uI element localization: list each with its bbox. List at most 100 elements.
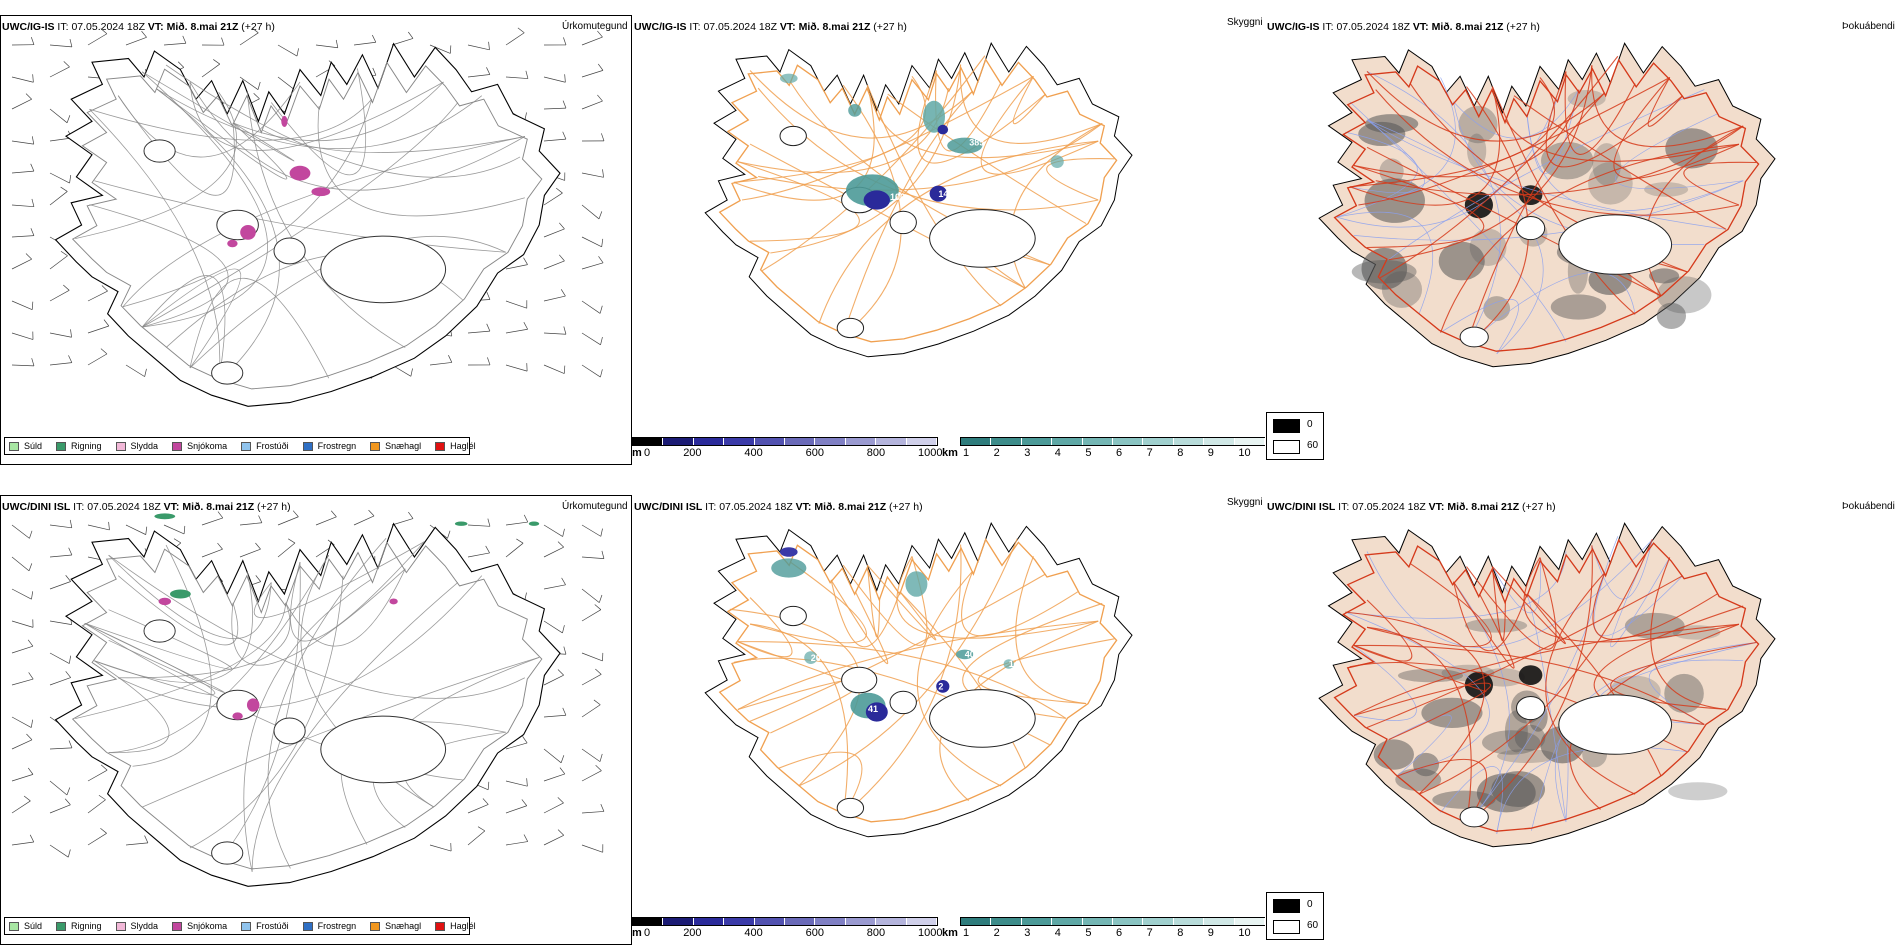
road-line (108, 554, 526, 699)
row0-precip-legend: Súld Rigning Slydda Snjókoma Frostúði Frostre… (4, 437, 476, 455)
road-line (1353, 645, 1417, 721)
legend-swatch (172, 921, 183, 931)
glacier-outline (836, 317, 865, 339)
road-line (1366, 626, 1472, 825)
road-network (1333, 538, 1760, 832)
wind-barb-flag (555, 187, 563, 194)
wind-barb (543, 138, 566, 142)
legend-label: Súld (24, 441, 43, 451)
wind-barb (201, 548, 223, 558)
road-line (959, 64, 1103, 144)
road-network (1333, 55, 1760, 352)
road-line (818, 140, 1099, 324)
wind-barb-flag (213, 59, 221, 65)
wind-barb-flag (488, 41, 490, 50)
fog-shade-patch (1413, 752, 1440, 777)
wind-barb (49, 554, 72, 558)
fog-shade-patch (1541, 141, 1594, 180)
row0-precip-name: Úrkomutegund (562, 21, 628, 32)
wind-barb (581, 556, 604, 559)
wind-barb (239, 522, 262, 526)
wind-barb-flag (594, 604, 602, 610)
fog-legend-swatch (1273, 899, 1300, 913)
colorbar-segment (991, 918, 1022, 925)
road-line (1353, 89, 1580, 178)
road-line (1526, 113, 1744, 212)
wind-barb-flag (449, 45, 452, 54)
road-line (75, 92, 237, 240)
precip-area-patch (289, 165, 311, 181)
wind-barb-flag (257, 81, 261, 90)
wind-barb-flag (595, 668, 602, 675)
colorbar-segment (991, 438, 1022, 445)
legend-label: Rigning (71, 921, 102, 931)
road-line (1046, 158, 1115, 201)
wind-barb-flag (28, 672, 34, 680)
fog-shade-patch (1518, 665, 1543, 685)
road-line (290, 541, 425, 642)
wind-barb-flag (31, 136, 35, 145)
wind-barb-flag (602, 169, 604, 178)
road-line (1354, 180, 1744, 241)
visibility-area-patch (848, 104, 862, 117)
wind-barb-flag (559, 767, 566, 775)
precip-area-patch (389, 598, 398, 605)
wind-barb (543, 524, 563, 537)
wind-barb-flag (177, 61, 185, 68)
glacier-outline (889, 690, 917, 715)
row1-precip-name: Úrkomutegund (562, 501, 628, 512)
colorbar-segment (754, 918, 786, 925)
wind-barb-flag (108, 521, 110, 530)
wind-barb-flag (100, 764, 108, 771)
wind-barb (467, 524, 490, 527)
iceland-coastline (704, 522, 1133, 838)
wind-barb (505, 742, 528, 750)
wind-barb-flag (69, 39, 73, 47)
row0-precip-title: UWC/IG-IS IT: 07.05.2024 18Z VT: Mið. 8.… (2, 21, 275, 33)
visibility-area-patch (780, 73, 798, 84)
road-line (94, 660, 170, 754)
legend-swatch (172, 441, 183, 451)
precip-area-patch (158, 597, 172, 606)
wind-barb-flag (60, 250, 68, 257)
wind-barb-flag (253, 93, 260, 100)
road-line (1610, 641, 1757, 710)
wind-barb (11, 300, 33, 311)
colorbar-tick-label: 2 (993, 927, 1000, 939)
visibility-value-label: 100 (890, 192, 905, 202)
wind-barb-flag (65, 671, 71, 678)
precip-area-patch (528, 521, 540, 526)
road-line (1440, 766, 1503, 834)
road-line (285, 568, 406, 647)
fog-shade-patch (1656, 276, 1712, 314)
row1-precip-title: UWC/DINI ISL IT: 07.05.2024 18Z VT: Mið.… (2, 501, 291, 513)
legend-label: Frostúði (256, 921, 289, 931)
glacier-white (1516, 696, 1546, 721)
road-line (1345, 611, 1486, 795)
fog-shade-patch (1664, 673, 1704, 714)
wind-barb-flag (487, 518, 491, 527)
row1-fog-name: Þokuábendi (1842, 501, 1895, 512)
wind-barb-flag (30, 719, 34, 728)
glacier-white (1558, 214, 1673, 275)
wind-barb-flag (60, 186, 68, 192)
glacier-white (1459, 806, 1489, 828)
wind-barb (543, 546, 564, 558)
wind-barb (49, 172, 70, 184)
ring-road (718, 57, 1118, 343)
wind-barb (277, 44, 298, 57)
wind-barb (581, 204, 600, 220)
wind-barb (11, 739, 33, 750)
fog-shade-patch (1550, 294, 1607, 320)
visibility-area-patch (923, 100, 945, 133)
wind-barb-flag (68, 547, 73, 556)
legend-swatch (370, 921, 381, 931)
wind-barb (581, 609, 602, 622)
wind-barb-flag (517, 27, 525, 34)
legend-label: Frostregn (317, 921, 357, 931)
colorbar-segment (693, 438, 725, 445)
row1-precip-map (11, 509, 605, 887)
wind-barb (163, 524, 185, 535)
colorbar-tick-label: 400 (744, 447, 763, 459)
glacier-white (1558, 694, 1673, 755)
